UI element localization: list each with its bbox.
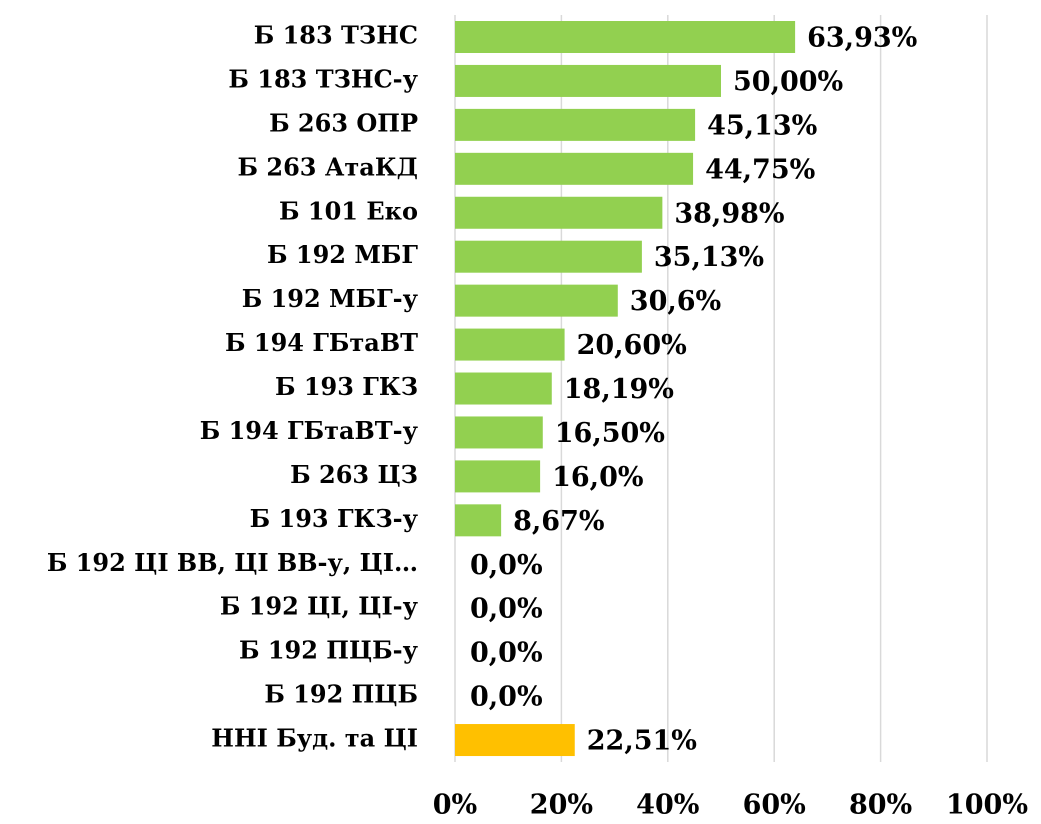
- bar: [455, 328, 565, 361]
- data-label: 30,6%: [630, 286, 721, 317]
- data-label: 63,93%: [807, 23, 917, 54]
- x-tick-label: 20%: [530, 790, 593, 821]
- y-tick-label: Б 192 ЦІ ВВ, ЦІ ВВ-у, ЦІ…: [47, 548, 418, 577]
- y-tick-label: Б 263 ОПР: [269, 108, 418, 137]
- data-label: 0,0%: [470, 550, 543, 581]
- y-tick-label: Б 101 Еко: [279, 196, 418, 225]
- y-tick-label: Б 192 МБГ-у: [242, 284, 419, 313]
- data-label: 18,19%: [564, 374, 674, 405]
- y-tick-label: ННІ Буд. та ЦІ: [211, 724, 418, 753]
- bar: [455, 240, 642, 273]
- bar: [455, 108, 696, 141]
- bar: [455, 284, 618, 317]
- x-tick-label: 80%: [849, 790, 912, 821]
- y-tick-label: Б 183 ТЗНС-у: [228, 64, 418, 93]
- data-label: 0,0%: [470, 682, 543, 713]
- bar: [455, 64, 721, 97]
- data-label: 45,13%: [707, 110, 817, 141]
- y-tick-label: Б 192 МБГ: [267, 240, 418, 269]
- bar: [455, 372, 552, 405]
- data-label: 16,0%: [552, 462, 643, 493]
- y-tick-label: Б 194 ГБтаВТ-у: [200, 416, 419, 445]
- data-label: 16,50%: [555, 418, 665, 449]
- x-tick-label: 100%: [946, 790, 1028, 821]
- y-tick-label: Б 183 ТЗНС: [254, 21, 418, 50]
- y-tick-label: Б 263 ЦЗ: [290, 460, 418, 489]
- y-tick-label: Б 192 ПЦБ-у: [239, 636, 419, 665]
- x-tick-label: 0%: [433, 790, 477, 821]
- data-label: 35,13%: [654, 242, 764, 273]
- data-label: 44,75%: [705, 154, 815, 185]
- y-tick-label: Б 193 ГКЗ: [275, 372, 418, 401]
- data-label: 50,00%: [733, 66, 843, 97]
- y-tick-label: Б 263 АтаКД: [238, 152, 418, 181]
- data-label: 38,98%: [674, 198, 784, 229]
- x-tick-label: 40%: [636, 790, 699, 821]
- y-tick-label: Б 192 ПЦБ: [264, 680, 418, 709]
- bar: [455, 21, 796, 53]
- bar: [455, 196, 663, 229]
- bar: [455, 460, 541, 493]
- data-label: 22,51%: [587, 726, 697, 757]
- data-label: 8,67%: [513, 506, 604, 537]
- bar: [455, 724, 575, 757]
- x-tick-label: 60%: [743, 790, 806, 821]
- data-label: 0,0%: [470, 638, 543, 669]
- bar: [455, 152, 694, 185]
- bar: [455, 504, 502, 537]
- bar: [455, 416, 543, 449]
- y-tick-label: Б 192 ЦІ, ЦІ-у: [220, 592, 419, 621]
- data-label: 0,0%: [470, 594, 543, 625]
- y-tick-label: Б 194 ГБтаВТ: [225, 328, 418, 357]
- data-label: 20,60%: [577, 330, 687, 361]
- y-tick-label: Б 193 ГКЗ-у: [250, 504, 419, 533]
